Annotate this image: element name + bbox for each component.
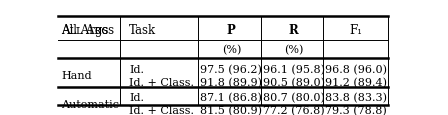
- Text: Id.: Id.: [129, 64, 144, 74]
- Text: P: P: [227, 24, 236, 37]
- Text: (%): (%): [284, 45, 303, 55]
- Text: All Args: All Args: [61, 24, 108, 37]
- Text: Id.: Id.: [129, 92, 144, 102]
- Text: 91.8 (89.9): 91.8 (89.9): [200, 77, 263, 88]
- Text: Id. + Class.: Id. + Class.: [129, 78, 194, 87]
- Text: 81.5 (80.9): 81.5 (80.9): [200, 105, 263, 115]
- Text: Task: Task: [129, 24, 156, 37]
- Text: 83.8 (83.3): 83.8 (83.3): [325, 92, 388, 102]
- Text: 97.5 (96.2): 97.5 (96.2): [200, 64, 262, 74]
- Text: F₁: F₁: [350, 24, 363, 37]
- Text: 91.2 (89.4): 91.2 (89.4): [325, 77, 388, 88]
- Text: 90.5 (89.0): 90.5 (89.0): [263, 77, 325, 88]
- Text: R: R: [289, 24, 299, 37]
- Text: (%): (%): [222, 45, 241, 55]
- Text: Hand: Hand: [61, 71, 92, 81]
- Text: 80.7 (80.0): 80.7 (80.0): [263, 92, 325, 102]
- Text: Id. + Class.: Id. + Class.: [129, 105, 194, 115]
- Text: 79.3 (78.8): 79.3 (78.8): [325, 105, 387, 115]
- Text: 87.1 (86.8): 87.1 (86.8): [200, 92, 262, 102]
- Text: 96.1 (95.8): 96.1 (95.8): [263, 64, 325, 74]
- Text: 96.8 (96.0): 96.8 (96.0): [325, 64, 388, 74]
- Text: 77.2 (76.8): 77.2 (76.8): [263, 105, 325, 115]
- Text: Aʟʟ Aʀɢs: Aʟʟ Aʀɢs: [61, 24, 114, 37]
- Text: Automatic: Automatic: [61, 99, 119, 109]
